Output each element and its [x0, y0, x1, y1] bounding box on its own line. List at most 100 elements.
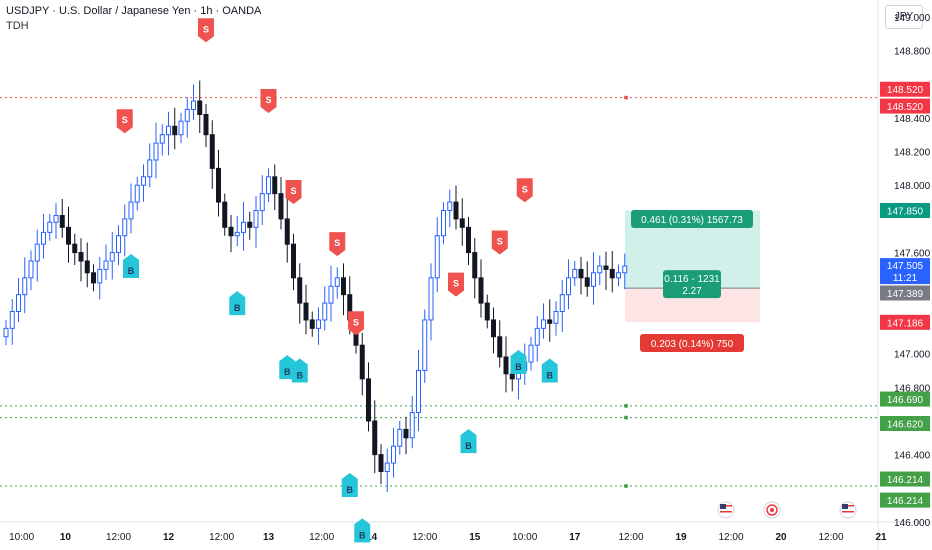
- candle[interactable]: [253, 196, 259, 248]
- sell-signal-marker[interactable]: S: [348, 311, 364, 336]
- candle[interactable]: [134, 176, 140, 211]
- candle[interactable]: [109, 232, 115, 280]
- candle[interactable]: [147, 143, 153, 188]
- candle[interactable]: [466, 216, 471, 266]
- sell-signal-marker[interactable]: S: [285, 179, 302, 204]
- candle[interactable]: [622, 253, 628, 290]
- candle[interactable]: [66, 206, 71, 263]
- candle[interactable]: [159, 124, 165, 156]
- candle[interactable]: [416, 349, 421, 432]
- candle[interactable]: [203, 104, 209, 148]
- symbol-title[interactable]: USDJPY · U.S. Dollar / Japanese Yen · 1h…: [6, 5, 262, 17]
- sell-signal-marker[interactable]: S: [448, 272, 464, 297]
- candle[interactable]: [116, 225, 121, 266]
- candle[interactable]: [259, 175, 265, 225]
- candle[interactable]: [441, 202, 446, 245]
- sell-signal-marker[interactable]: S: [329, 232, 346, 257]
- buy-signal-marker[interactable]: B: [123, 254, 139, 279]
- buy-signal-marker[interactable]: B: [229, 291, 246, 316]
- candle[interactable]: [503, 336, 509, 393]
- candle[interactable]: [91, 264, 96, 292]
- price-axis-label[interactable]: 148.520: [880, 81, 930, 97]
- candle[interactable]: [566, 259, 571, 310]
- candle[interactable]: [172, 107, 178, 150]
- candle[interactable]: [153, 122, 159, 179]
- candle[interactable]: [59, 199, 65, 238]
- candle[interactable]: [291, 233, 296, 291]
- candle[interactable]: [603, 251, 609, 290]
- level-anchor[interactable]: [624, 483, 628, 488]
- sell-signal-marker[interactable]: S: [116, 109, 133, 134]
- sell-signal-marker[interactable]: S: [260, 89, 277, 114]
- candle[interactable]: [84, 242, 90, 288]
- candle[interactable]: [534, 315, 540, 362]
- candle[interactable]: [447, 189, 453, 227]
- candle[interactable]: [597, 255, 603, 286]
- candle[interactable]: [72, 233, 78, 266]
- price-axis-label[interactable]: 147.186: [880, 314, 930, 330]
- candle[interactable]: [453, 185, 459, 230]
- sell-signal-marker[interactable]: S: [198, 18, 214, 43]
- sell-signal-marker[interactable]: S: [516, 178, 533, 203]
- candle[interactable]: [128, 183, 134, 234]
- candle[interactable]: [141, 164, 146, 202]
- candle[interactable]: [284, 198, 290, 263]
- candle[interactable]: [191, 84, 196, 120]
- us-flag-event-icon[interactable]: [717, 501, 735, 519]
- candle[interactable]: [484, 294, 490, 329]
- buy-signal-marker[interactable]: B: [460, 429, 477, 454]
- candle[interactable]: [422, 309, 428, 383]
- candle[interactable]: [303, 284, 309, 335]
- candle[interactable]: [272, 164, 278, 211]
- candle[interactable]: [391, 427, 396, 478]
- candle[interactable]: [578, 256, 584, 295]
- candle[interactable]: [378, 444, 384, 484]
- candle[interactable]: [53, 203, 59, 239]
- candle[interactable]: [166, 111, 171, 156]
- level-anchor[interactable]: [624, 95, 628, 100]
- candle[interactable]: [541, 303, 546, 339]
- candle[interactable]: [547, 299, 553, 342]
- candle[interactable]: [616, 264, 621, 287]
- price-axis-label[interactable]: 146.214: [880, 471, 930, 487]
- price-axis-label[interactable]: 147.389: [880, 285, 930, 301]
- candle[interactable]: [359, 332, 365, 396]
- candle[interactable]: [478, 259, 484, 318]
- candle[interactable]: [228, 214, 234, 253]
- price-axis-label[interactable]: 146.214: [880, 492, 930, 508]
- candle[interactable]: [234, 215, 240, 247]
- candle[interactable]: [297, 263, 303, 324]
- currency-button[interactable]: JPY: [885, 5, 923, 29]
- candle[interactable]: [497, 320, 503, 368]
- target-label[interactable]: 0.461 (0.31%) 1567.73: [631, 210, 753, 228]
- candle[interactable]: [103, 244, 109, 280]
- candle[interactable]: [591, 252, 596, 305]
- candle[interactable]: [184, 96, 190, 138]
- candle[interactable]: [3, 319, 9, 346]
- candle[interactable]: [459, 198, 465, 246]
- buy-signal-marker[interactable]: B: [354, 518, 371, 543]
- price-axis-label[interactable]: 146.620: [880, 415, 930, 431]
- candle[interactable]: [553, 301, 559, 336]
- stop-label[interactable]: 0.203 (0.14%) 750: [640, 334, 744, 352]
- candle[interactable]: [278, 177, 284, 230]
- candle[interactable]: [366, 362, 371, 432]
- candle[interactable]: [403, 416, 409, 455]
- buy-signal-marker[interactable]: B: [541, 358, 558, 383]
- candle[interactable]: [97, 256, 103, 300]
- candle[interactable]: [428, 263, 434, 341]
- candle[interactable]: [316, 307, 321, 345]
- candle[interactable]: [47, 213, 53, 241]
- price-axis-label[interactable]: 147.850: [880, 202, 930, 218]
- buy-signal-marker[interactable]: B: [279, 355, 296, 380]
- candle[interactable]: [222, 193, 228, 236]
- candle[interactable]: [41, 213, 46, 259]
- candle[interactable]: [209, 120, 215, 189]
- candle[interactable]: [334, 267, 340, 299]
- us-flag-event-icon[interactable]: [839, 501, 857, 519]
- price-axis-label[interactable]: 146.690: [880, 391, 930, 407]
- candle[interactable]: [22, 257, 28, 314]
